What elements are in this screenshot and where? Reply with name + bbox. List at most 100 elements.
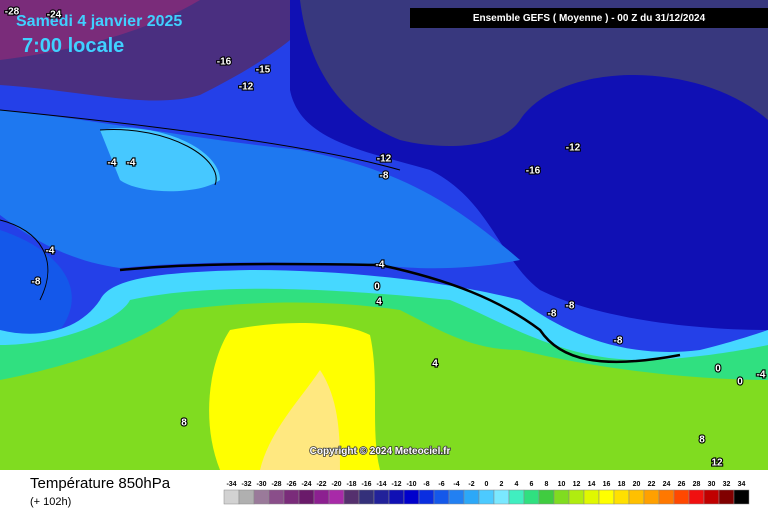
legend-label: -2 [468, 481, 474, 488]
contour-label: 0 [374, 282, 380, 293]
legend-swatch [328, 489, 345, 505]
legend-swatch [238, 489, 255, 505]
isotherm [0, 109, 401, 186]
legend-swatch [553, 489, 570, 505]
legend-swatch [643, 489, 660, 505]
contour-label: -4 [757, 370, 766, 381]
contour-label: -8 [380, 171, 389, 182]
legend-swatch [448, 489, 465, 505]
legend-label: 32 [723, 481, 731, 488]
legend-label: 18 [618, 481, 626, 488]
legend-label: -4 [453, 481, 459, 488]
legend-swatch [523, 489, 540, 505]
legend-label: -12 [391, 481, 401, 488]
legend-label: -34 [226, 481, 236, 488]
contour-label: -4 [376, 260, 385, 271]
legend-label: -22 [316, 481, 326, 488]
legend-swatch [478, 489, 495, 505]
legend-label: 12 [573, 481, 581, 488]
legend-label: 10 [558, 481, 566, 488]
legend-swatch [493, 489, 510, 505]
legend-label: 0 [485, 481, 489, 488]
isotherm [0, 219, 49, 301]
legend-swatch [433, 489, 450, 505]
legend-label: -18 [346, 481, 356, 488]
legend-swatch [298, 489, 315, 505]
copyright: Copyright © 2024 Meteociel.fr [310, 446, 451, 457]
contour-label: 8 [699, 435, 705, 446]
legend-label: 2 [500, 481, 504, 488]
legend-label: 8 [545, 481, 549, 488]
contour-label: 4 [432, 359, 438, 370]
legend-swatch [583, 489, 600, 505]
contour-label: -12 [566, 143, 581, 154]
band-blue [0, 230, 72, 338]
legend-label: 22 [648, 481, 656, 488]
band-paleyellow [260, 370, 340, 470]
band-lightgreen [0, 302, 768, 470]
contour-label: 0 [737, 377, 743, 388]
contour-label: -4 [127, 158, 136, 169]
header-box [410, 8, 768, 28]
legend-label: -16 [361, 481, 371, 488]
legend-swatch [673, 489, 690, 505]
band-cyan [100, 128, 220, 192]
legend-swatch [628, 489, 645, 505]
legend-label: 20 [633, 481, 641, 488]
contour-label: -8 [566, 301, 575, 312]
legend-label: 26 [678, 481, 686, 488]
legend-label: 14 [588, 481, 596, 488]
legend-label: 28 [693, 481, 701, 488]
legend-swatch [613, 489, 630, 505]
time: 7:00 locale [22, 35, 124, 57]
legend-swatch [688, 489, 705, 505]
contour-label: -16 [526, 166, 541, 177]
contour-label: -4 [108, 158, 117, 169]
legend-label: -26 [286, 481, 296, 488]
legend-swatch [403, 489, 420, 505]
contour-label: -8 [614, 336, 623, 347]
legend-swatch [718, 489, 735, 505]
legend-label: -28 [271, 481, 281, 488]
contour-label: -8 [32, 277, 41, 288]
contour-label: 0 [715, 364, 721, 375]
legend-swatch [283, 489, 300, 505]
cold-pool [0, 0, 200, 60]
contour-label: 8 [181, 418, 187, 429]
legend-label: 34 [738, 481, 746, 488]
contour-label: 4 [376, 297, 382, 308]
legend-label: 30 [708, 481, 716, 488]
legend-label: -30 [256, 481, 266, 488]
legend-swatch [703, 489, 720, 505]
legend-label: -10 [406, 481, 416, 488]
legend-label: -14 [376, 481, 386, 488]
legend-swatch [373, 489, 390, 505]
legend-swatch [418, 489, 435, 505]
legend-swatch [538, 489, 555, 505]
footer-title: Température 850hPa [30, 475, 171, 492]
legend-swatch [463, 489, 480, 505]
legend-swatch [343, 489, 360, 505]
legend-label: -8 [423, 481, 429, 488]
legend-swatch [568, 489, 585, 505]
legend-label: 16 [603, 481, 611, 488]
contour-label: -12 [377, 154, 392, 165]
legend-swatch [268, 489, 285, 505]
contour-label: 12 [711, 458, 723, 469]
contour-label: -4 [46, 246, 55, 257]
contour-label: -28 [5, 7, 20, 18]
legend-label: -24 [301, 481, 311, 488]
legend-label: -32 [241, 481, 251, 488]
run-info: Ensemble GEFS ( Moyenne ) - 00 Z du 31/1… [473, 13, 706, 24]
legend-swatch [388, 489, 405, 505]
legend-label: 6 [530, 481, 534, 488]
zero-isotherm [119, 262, 681, 364]
contour-label: -16 [217, 57, 232, 68]
legend-swatch [253, 489, 270, 505]
legend-swatch [733, 489, 750, 505]
contour-label: -8 [548, 309, 557, 320]
contour-label: -24 [47, 10, 62, 21]
contour-label: -15 [256, 65, 271, 76]
cold-region [300, 0, 768, 146]
